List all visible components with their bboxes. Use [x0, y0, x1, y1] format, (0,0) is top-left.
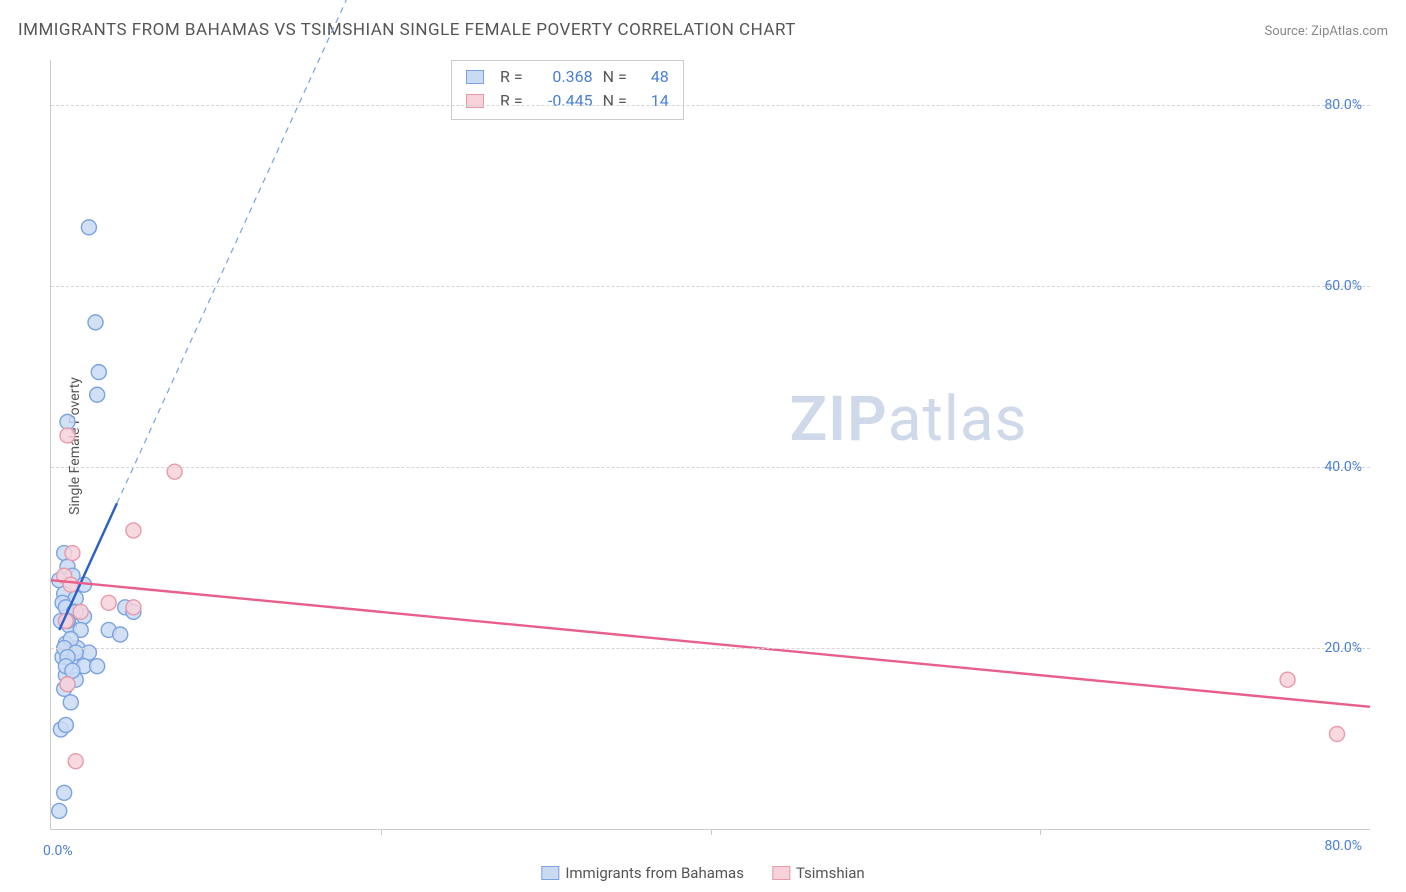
chart-canvas	[51, 60, 1370, 829]
stats-N-label: N =	[603, 65, 627, 89]
scatter-point	[63, 577, 78, 592]
scatter-point	[90, 387, 105, 402]
legend-item: Tsimshian	[772, 864, 865, 882]
y-tick-label: 60.0%	[1324, 278, 1362, 294]
gridline	[51, 105, 1370, 106]
scatter-point	[91, 365, 106, 380]
stats-N-value: 14	[637, 89, 669, 113]
y-tick-label: 40.0%	[1324, 459, 1362, 475]
stats-N-label: N =	[603, 89, 627, 113]
scatter-point	[57, 785, 72, 800]
stats-swatch-icon	[466, 70, 484, 84]
legend-label: Tsimshian	[796, 864, 865, 882]
scatter-point	[101, 595, 116, 610]
scatter-point	[58, 717, 73, 732]
scatter-point	[90, 659, 105, 674]
scatter-point	[1330, 727, 1345, 742]
x-tick-mark	[1040, 829, 1041, 835]
chart-source: Source: ZipAtlas.com	[1264, 24, 1388, 39]
stats-R-label: R =	[500, 89, 523, 113]
stats-R-label: R =	[500, 65, 523, 89]
gridline	[51, 648, 1370, 649]
legend-label: Immigrants from Bahamas	[565, 864, 744, 882]
legend-swatch-icon	[772, 866, 790, 880]
stats-row: R = -0.445 N = 14	[466, 89, 669, 113]
scatter-point	[81, 220, 96, 235]
y-tick-label: 20.0%	[1324, 640, 1362, 656]
stats-row: R = 0.368 N = 48	[466, 65, 669, 89]
x-tick-min: 0.0%	[43, 843, 73, 859]
scatter-point	[113, 627, 128, 642]
chart-header: IMMIGRANTS FROM BAHAMAS VS TSIMSHIAN SIN…	[18, 20, 1388, 40]
plot-area: ZIPatlas R = 0.368 N = 48 R = -0.445 N =…	[50, 60, 1370, 830]
scatter-point	[88, 315, 103, 330]
bottom-legend: Immigrants from Bahamas Tsimshian	[541, 864, 864, 882]
scatter-point	[60, 677, 75, 692]
scatter-point	[73, 604, 88, 619]
scatter-point	[126, 600, 141, 615]
scatter-point	[65, 663, 80, 678]
x-tick-mark	[711, 829, 712, 835]
scatter-point	[68, 754, 83, 769]
legend-swatch-icon	[541, 866, 559, 880]
scatter-point	[65, 546, 80, 561]
legend-item: Immigrants from Bahamas	[541, 864, 744, 882]
gridline	[51, 467, 1370, 468]
scatter-point	[63, 695, 78, 710]
chart-title: IMMIGRANTS FROM BAHAMAS VS TSIMSHIAN SIN…	[18, 20, 796, 40]
x-tick-max: 80.0%	[1324, 838, 1362, 854]
scatter-point	[52, 803, 67, 818]
y-tick-label: 80.0%	[1324, 97, 1362, 113]
trend-line	[51, 580, 1370, 707]
x-tick-mark	[381, 829, 382, 835]
scatter-point	[1280, 672, 1295, 687]
stats-legend-box: R = 0.368 N = 48 R = -0.445 N = 14	[451, 60, 684, 120]
scatter-point	[126, 523, 141, 538]
scatter-point	[60, 428, 75, 443]
stats-R-value: 0.368	[533, 65, 593, 89]
stats-R-value: -0.445	[533, 89, 593, 113]
gridline	[51, 286, 1370, 287]
trend-line-dashed	[117, 0, 381, 503]
scatter-point	[60, 414, 75, 429]
stats-N-value: 48	[637, 65, 669, 89]
